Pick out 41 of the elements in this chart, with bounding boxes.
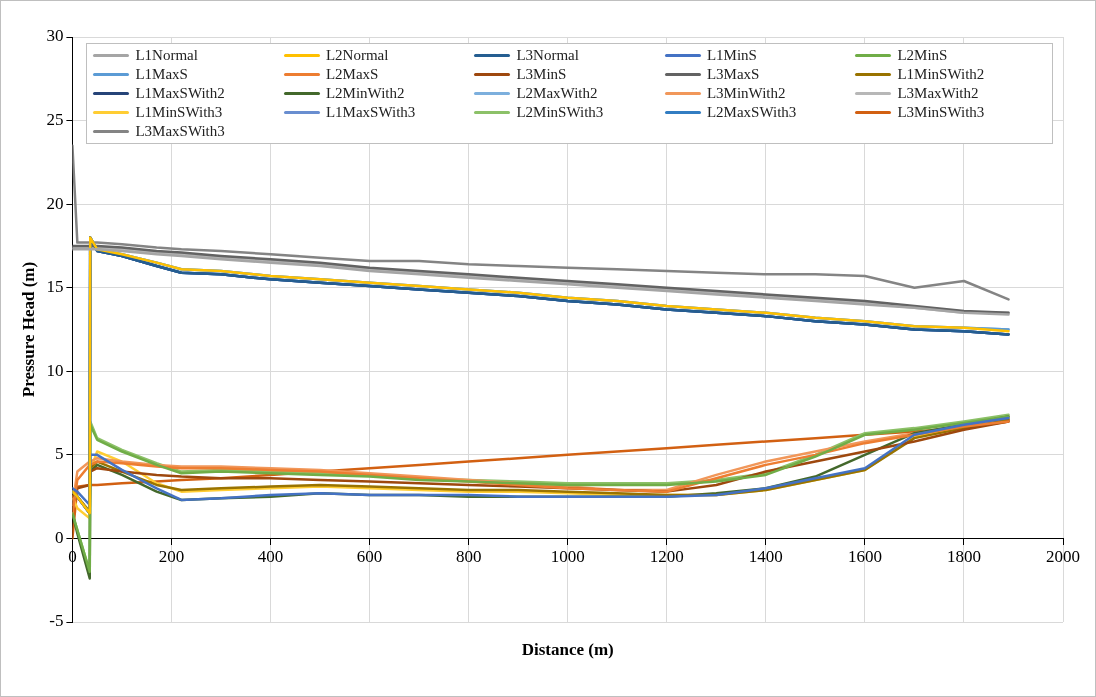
legend-label: L2MaxS <box>325 66 379 83</box>
legend-label: L2MinWith2 <box>325 85 405 102</box>
legend-label: L3MaxSWith3 <box>135 123 225 140</box>
x-tick-label: 1400 <box>748 547 783 567</box>
legend-label: L3MaxS <box>706 66 760 83</box>
x-tick-label: 1000 <box>550 547 585 567</box>
x-tick-label: 600 <box>356 547 383 567</box>
x-tick-label: 1600 <box>847 547 882 567</box>
y-tick-label: 20 <box>46 193 64 213</box>
legend-label: L1MaxSWith2 <box>135 85 225 102</box>
legend-label: L1MaxSWith3 <box>325 104 416 121</box>
legend-label: L3MinWith2 <box>706 85 786 102</box>
legend-label: L1MaxS <box>135 66 188 83</box>
legend-label: L2MaxWith2 <box>516 85 598 102</box>
x-tick-label: 200 <box>158 547 185 567</box>
x-tick-label: 800 <box>455 547 482 567</box>
legend-label: L2MinS <box>897 47 948 64</box>
x-tick-label: 400 <box>257 547 284 567</box>
legend-label: L3MinS <box>516 66 567 83</box>
y-tick-label: 30 <box>46 26 64 46</box>
legend-label: L3Normal <box>516 47 579 64</box>
legend-label: L3MaxWith2 <box>897 85 979 102</box>
legend-label: L2Normal <box>325 47 389 64</box>
legend-label: L2MinSWith3 <box>516 104 604 121</box>
legend-label: L1MinSWith2 <box>897 66 985 83</box>
y-tick-label: 5 <box>54 444 64 464</box>
x-axis-title: Distance (m) <box>521 640 614 660</box>
y-axis-title: Pressure Head (m) <box>18 261 38 398</box>
legend-label: L3MinSWith3 <box>897 104 985 121</box>
y-tick-label: -5 <box>49 611 64 631</box>
y-tick-label: 25 <box>46 110 64 130</box>
legend-label: L1Normal <box>135 47 198 64</box>
x-tick-label: 1800 <box>946 547 981 567</box>
legend-label: L1MinS <box>706 47 757 64</box>
legend-label: L2MaxSWith3 <box>706 104 797 121</box>
x-tick-label: 2000 <box>1046 547 1080 567</box>
x-tick-label: 1200 <box>649 547 684 567</box>
y-tick-label: 10 <box>46 360 64 380</box>
legend-label: L1MinSWith3 <box>135 104 223 121</box>
y-tick-label: 0 <box>54 527 64 547</box>
y-tick-label: 15 <box>46 277 64 297</box>
